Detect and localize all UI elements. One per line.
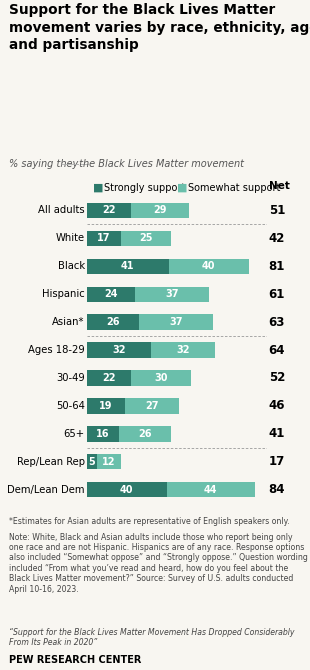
Text: ■: ■ <box>93 183 104 193</box>
Text: “Support for the Black Lives Matter Movement Has Dropped Considerably From Its P: “Support for the Black Lives Matter Move… <box>9 628 295 647</box>
Text: 64: 64 <box>268 344 285 356</box>
Text: Somewhat support: Somewhat support <box>188 183 280 193</box>
Text: 44: 44 <box>204 484 217 494</box>
Text: Asian*: Asian* <box>52 317 85 327</box>
Text: 26: 26 <box>138 429 152 439</box>
Bar <box>139 314 213 330</box>
Text: 40: 40 <box>120 484 134 494</box>
Text: Hispanic: Hispanic <box>42 289 85 299</box>
Text: 65+: 65+ <box>64 429 85 439</box>
Text: 17: 17 <box>97 233 111 243</box>
Bar <box>151 342 215 358</box>
Text: Note: White, Black and Asian adults include those who report being only one race: Note: White, Black and Asian adults incl… <box>9 533 308 594</box>
Text: 5: 5 <box>88 457 95 467</box>
Text: 84: 84 <box>268 483 285 496</box>
Text: 32: 32 <box>112 345 126 355</box>
Text: 40: 40 <box>202 261 215 271</box>
Text: Rep/Lean Rep: Rep/Lean Rep <box>17 457 85 467</box>
Text: 19: 19 <box>99 401 113 411</box>
Text: 46: 46 <box>268 399 285 413</box>
Bar <box>87 426 119 442</box>
Text: Strongly support: Strongly support <box>104 183 185 193</box>
Text: White: White <box>56 233 85 243</box>
Bar <box>87 342 151 358</box>
Text: 41: 41 <box>121 261 135 271</box>
Text: PEW RESEARCH CENTER: PEW RESEARCH CENTER <box>9 655 142 665</box>
Text: 22: 22 <box>102 373 116 383</box>
Bar <box>87 203 131 218</box>
Text: Dem/Lean Dem: Dem/Lean Dem <box>7 484 85 494</box>
Text: % saying they: % saying they <box>9 159 82 170</box>
Bar <box>87 259 169 274</box>
Text: 16: 16 <box>96 429 109 439</box>
Text: Ages 18-29: Ages 18-29 <box>28 345 85 355</box>
Bar <box>87 287 135 302</box>
Text: Support for the Black Lives Matter
movement varies by race, ethnicity, age
and p: Support for the Black Lives Matter movem… <box>9 3 310 52</box>
Bar <box>169 259 249 274</box>
Text: ■: ■ <box>177 183 187 193</box>
Bar <box>87 398 125 413</box>
Text: the Black Lives Matter movement: the Black Lives Matter movement <box>76 159 244 170</box>
Text: 26: 26 <box>106 317 120 327</box>
Bar <box>131 203 189 218</box>
Text: Black: Black <box>58 261 85 271</box>
Text: 32: 32 <box>176 345 189 355</box>
Text: ———: ——— <box>60 159 90 170</box>
Text: 37: 37 <box>165 289 179 299</box>
Text: 50-64: 50-64 <box>56 401 85 411</box>
Text: 12: 12 <box>102 457 116 467</box>
Text: *Estimates for Asian adults are representative of English speakers only.: *Estimates for Asian adults are represen… <box>9 517 290 526</box>
Text: 41: 41 <box>268 427 285 440</box>
Text: 27: 27 <box>145 401 158 411</box>
Text: Net: Net <box>268 181 290 191</box>
Text: 63: 63 <box>268 316 285 329</box>
Bar <box>87 314 139 330</box>
Bar <box>87 371 131 386</box>
Text: All adults: All adults <box>38 206 85 216</box>
Text: 61: 61 <box>268 287 285 301</box>
Text: 37: 37 <box>169 317 183 327</box>
Bar <box>135 287 209 302</box>
Bar <box>97 454 121 470</box>
Text: 30: 30 <box>154 373 167 383</box>
Text: 51: 51 <box>268 204 285 217</box>
Bar <box>167 482 255 497</box>
Text: 52: 52 <box>268 371 285 385</box>
Bar <box>121 230 171 246</box>
Text: 24: 24 <box>104 289 117 299</box>
Bar <box>87 454 97 470</box>
Text: 81: 81 <box>268 260 285 273</box>
Text: 25: 25 <box>139 233 153 243</box>
Text: 17: 17 <box>268 455 285 468</box>
Text: 30-49: 30-49 <box>56 373 85 383</box>
Bar <box>119 426 171 442</box>
Bar <box>131 371 191 386</box>
Bar <box>87 230 121 246</box>
Text: 29: 29 <box>153 206 166 216</box>
Bar <box>125 398 179 413</box>
Text: 22: 22 <box>102 206 116 216</box>
Bar <box>87 482 167 497</box>
Text: 42: 42 <box>268 232 285 245</box>
